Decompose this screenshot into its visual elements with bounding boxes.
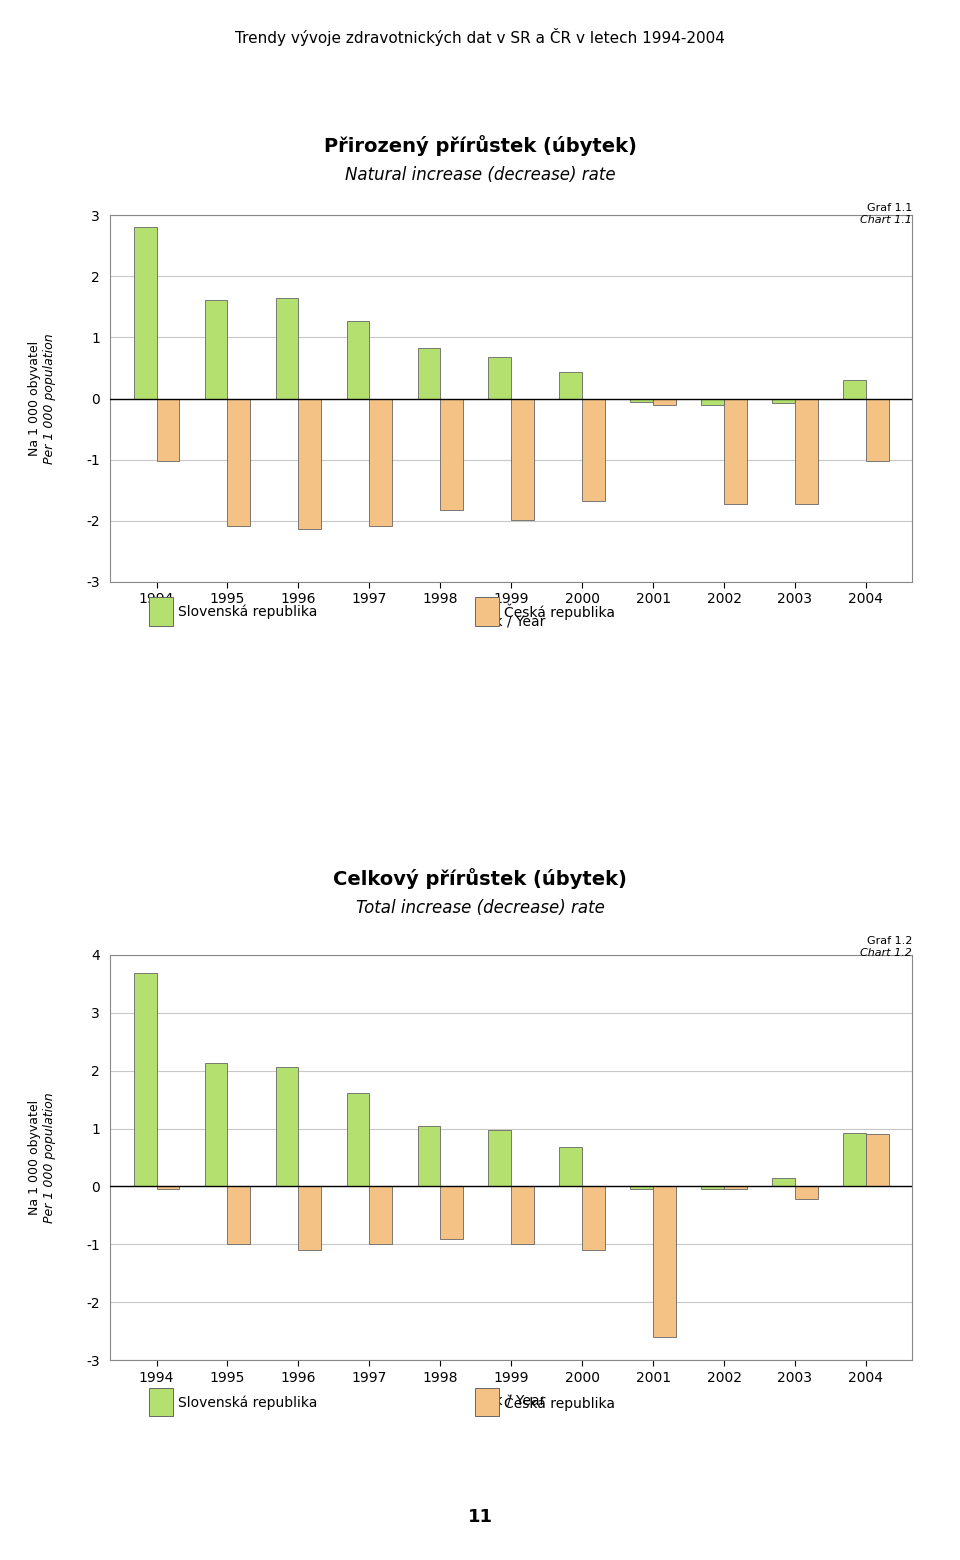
Bar [866,1134,889,1187]
Bar [276,1067,299,1187]
Bar [653,1187,676,1337]
Bar [511,398,534,519]
Bar [795,1187,818,1200]
Bar [299,398,321,529]
Text: Chart 1.2: Chart 1.2 [860,948,912,958]
Bar [418,1126,441,1187]
Bar [441,1187,463,1239]
Text: Celkový přírůstek (úbytek): Celkový přírůstek (úbytek) [333,869,627,889]
Bar [347,321,370,398]
Bar [772,398,795,404]
Bar [204,1062,228,1187]
X-axis label: Rok / Year: Rok / Year [477,615,545,629]
Text: Graf 1.1: Graf 1.1 [867,203,912,212]
Bar [843,1133,866,1187]
Text: Slovenská republika: Slovenská republika [178,604,317,619]
Bar [582,1187,605,1250]
Bar [133,228,156,398]
Text: Trendy vývoje zdravotnických dat v SR a ČR v letech 1994-2004: Trendy vývoje zdravotnických dat v SR a … [235,28,725,47]
Bar [843,381,866,398]
Bar [560,373,582,398]
Text: Přirozený přírůstek (úbytek): Přirozený přírůstek (úbytek) [324,136,636,156]
Text: Česká republika: Česká republika [504,1395,615,1410]
Bar [489,1129,511,1187]
Text: Total increase (decrease) rate: Total increase (decrease) rate [355,899,605,917]
Text: Chart 1.1: Chart 1.1 [860,215,912,225]
Bar [370,398,392,526]
Bar [156,398,180,460]
Bar [489,357,511,398]
Bar [228,398,251,526]
Bar [299,1187,321,1250]
Text: 11: 11 [468,1507,492,1526]
Text: Česká republika: Česká republika [504,604,615,619]
Text: Graf 1.2: Graf 1.2 [867,936,912,945]
Bar [560,1147,582,1187]
Bar [631,1187,653,1189]
Bar [582,398,605,501]
Bar [631,398,653,402]
Bar [795,398,818,504]
Bar [370,1187,392,1245]
Bar [724,1187,747,1189]
Bar [418,348,441,398]
Bar [702,1187,724,1189]
Text: Slovenská republika: Slovenská republika [178,1395,317,1410]
Bar [156,1187,180,1189]
Bar [133,973,156,1187]
Text: Per 1 000 population: Per 1 000 population [28,1092,57,1223]
X-axis label: Rok / Year: Rok / Year [477,1393,545,1407]
Bar [866,398,889,460]
Text: Per 1 000 population: Per 1 000 population [28,334,57,463]
Bar [441,398,463,510]
Text: Natural increase (decrease) rate: Natural increase (decrease) rate [345,165,615,184]
Bar [228,1187,251,1245]
Bar [511,1187,534,1245]
Bar [772,1178,795,1187]
Bar [724,398,747,504]
Bar [347,1092,370,1187]
Bar [702,398,724,404]
Text: Na 1 000 obyvatel: Na 1 000 obyvatel [28,342,57,456]
Bar [276,298,299,398]
Bar [653,398,676,404]
Bar [204,300,228,398]
Text: Na 1 000 obyvatel: Na 1 000 obyvatel [28,1100,57,1215]
